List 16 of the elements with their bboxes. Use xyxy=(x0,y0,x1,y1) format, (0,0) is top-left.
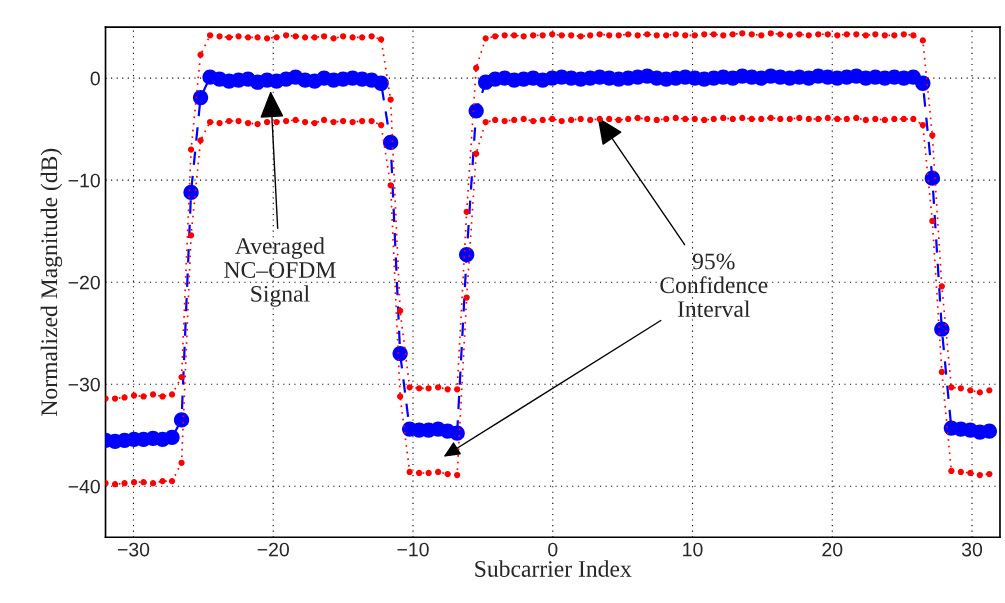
x-tick-label: −10 xyxy=(397,542,429,557)
x-tick-label: −30 xyxy=(117,542,150,557)
y-tick-label: −20 xyxy=(68,275,100,290)
y-tick-label: −40 xyxy=(68,479,100,494)
x-tick-label: 0 xyxy=(548,542,558,557)
annotation: Averaged NC–OFDM Signal xyxy=(224,237,336,307)
y-tick-label: 0 xyxy=(90,71,100,86)
annotation: 95% Confidence Interval xyxy=(660,253,768,318)
x-tick-label: 30 xyxy=(961,542,983,557)
x-tick-label: −20 xyxy=(257,542,289,557)
y-tick-label: −10 xyxy=(68,173,100,188)
y-axis-title: Normalized Magnitude (dB) xyxy=(40,148,63,416)
x-tick-label: 20 xyxy=(822,542,843,557)
x-tick-label: 10 xyxy=(683,542,703,557)
y-tick-label: −30 xyxy=(68,377,100,392)
x-axis-title: Subcarrier Index xyxy=(475,560,632,577)
